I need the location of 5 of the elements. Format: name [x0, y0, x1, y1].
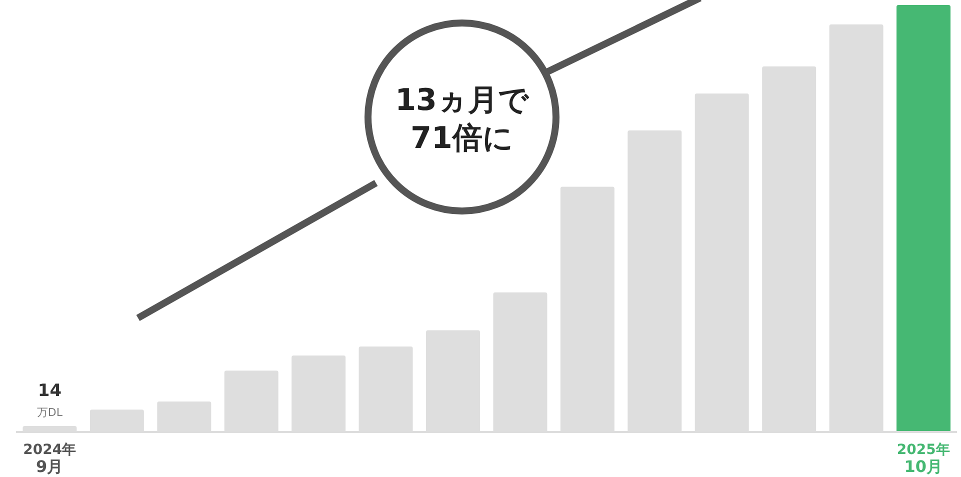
annotation: 13ヵ月で 71倍に: [395, 83, 530, 156]
x-tick-label: 2025年 10月: [896, 442, 950, 476]
x-tick-label: 2024年 9月: [23, 442, 76, 476]
bar: [896, 5, 951, 432]
data-label: 14 万DL: [36, 380, 64, 419]
